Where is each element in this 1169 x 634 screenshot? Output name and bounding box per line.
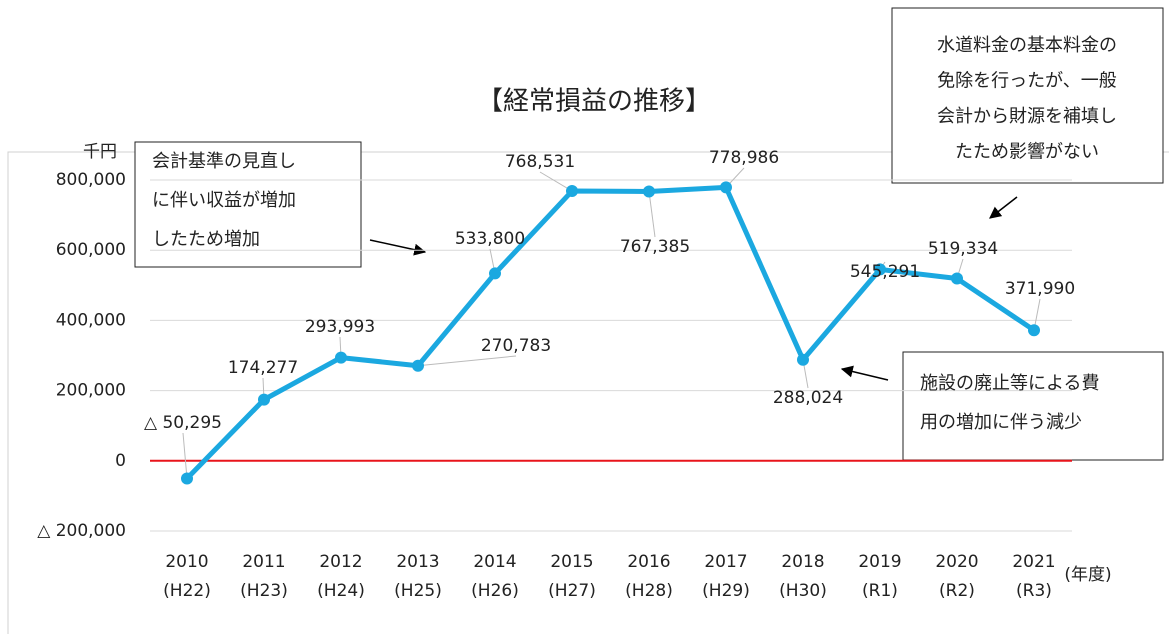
annotation-text: 会計から財源を補填し [937,106,1117,127]
data-label: △ 50,295 [144,413,222,433]
data-label: 533,800 [455,229,525,249]
annotation-arrow [840,365,889,381]
x-tick-label: (R2) [939,581,975,601]
x-tick-label: 2016 [627,552,670,572]
x-tick-label: 2014 [473,552,516,572]
data-label: 768,531 [505,152,575,172]
data-point [1028,324,1040,337]
annotation-text: 施設の廃止等による費 [920,373,1099,394]
data-point [951,272,963,285]
data-label: 270,783 [481,336,551,356]
annotation-arrow [989,196,1018,219]
data-label: 371,990 [1005,279,1075,299]
x-tick-label: 2015 [550,552,593,572]
data-label: 545,291 [850,262,920,282]
y-tick-label: △ 200,000 [37,521,126,541]
y-tick-label: 600,000 [56,240,126,260]
x-tick-label: 2019 [858,552,901,572]
data-label: 288,024 [773,388,843,408]
y-tick-label: 400,000 [56,310,126,330]
annotation-box [891,7,1164,184]
data-label: 293,993 [305,317,375,337]
annotation-box [902,351,1164,461]
data-label: 767,385 [620,237,690,257]
x-tick-label: (H24) [317,581,365,601]
data-point [489,267,501,280]
leader-line [182,432,188,479]
data-point [566,185,578,198]
data-point [874,263,886,276]
annotation-text: 用の増加に伴う減少 [920,412,1082,433]
x-tick-label: (H22) [163,581,211,601]
x-tick-label: 2020 [935,552,978,572]
x-tick-label: 2018 [781,552,824,572]
leader-line [539,171,573,192]
annotation-text: したため増加 [152,229,260,250]
data-label: 778,986 [709,148,779,168]
annotation-text: 水道料金の基本料金の [937,35,1117,56]
x-tick-label: 2011 [242,552,285,572]
y-unit: 千円 [83,142,117,162]
x-tick-label: 2012 [319,552,362,572]
data-point [797,353,809,366]
leader-line [417,355,517,367]
x-tick-label: (H25) [394,581,442,601]
annotation-text: たため影響がない [955,142,1099,163]
chart-title: 【経常損益の推移】 [477,87,711,117]
x-unit: (年度) [1064,565,1111,585]
y-tick-label: 800,000 [56,170,126,190]
x-tick-label: (H27) [548,581,596,601]
x-tick-label: (R1) [862,581,898,601]
y-tick-label: 200,000 [56,381,126,401]
leader-line [648,191,656,238]
chart-frame [7,151,1169,634]
x-tick-label: 2021 [1012,552,1055,572]
series-line [185,184,1036,481]
x-tick-label: (H28) [625,581,673,601]
data-point [258,393,270,406]
x-tick-label: (H29) [702,581,750,601]
x-tick-label: 2013 [396,552,439,572]
x-tick-label: (H26) [471,581,519,601]
data-label: 519,334 [928,239,998,259]
data-point [181,472,193,485]
x-tick-label: 2010 [165,552,208,572]
annotation-box [134,141,362,268]
x-tick-label: (H23) [240,581,288,601]
annotation-text: 会計基準の見直し [152,151,296,172]
x-tick-label: (R3) [1016,581,1052,601]
x-tick-label: 2017 [704,552,747,572]
y-tick-label: 0 [115,451,126,471]
annotation-text: に伴い収益が増加 [152,190,296,211]
data-point [720,181,732,194]
data-point [412,359,424,372]
data-label: 174,277 [228,358,298,378]
x-tick-label: (H30) [779,581,827,601]
data-point [643,185,655,198]
data-point [335,351,347,364]
annotation-text: 免除を行ったが、一般 [937,71,1117,92]
